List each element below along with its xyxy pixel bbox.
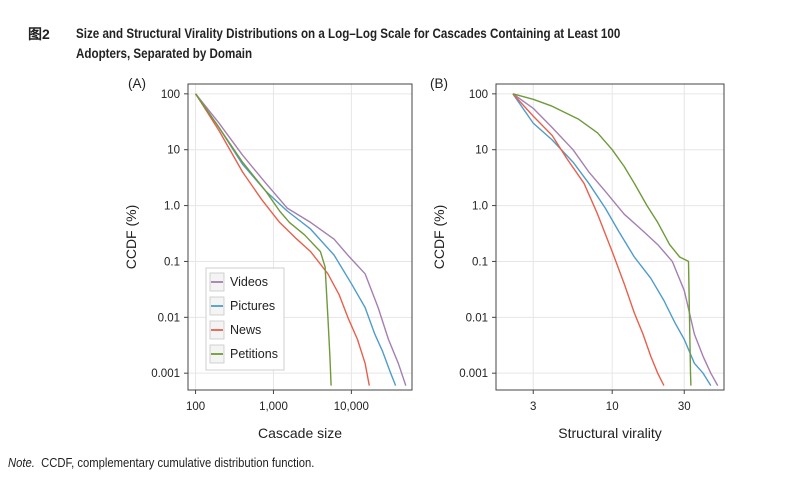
series-line-news [512, 93, 665, 386]
x-axis-label: Cascade size [258, 425, 342, 441]
y-axis-label: CCDF (%) [123, 205, 139, 270]
plot-area [496, 84, 724, 390]
series-line-videos [195, 93, 407, 386]
plot-frame [495, 83, 725, 391]
series-line-pictures [195, 93, 397, 386]
series-line-petitions [512, 93, 692, 386]
chart-panel-a: 100 10 1.0 0.1 0.01 0.001 100 1,000 10,000 Cascad… [123, 76, 413, 441]
y-tick-label: 0.001 [459, 368, 488, 380]
panel-label: (A) [128, 76, 146, 91]
x-tick-label: 100 [186, 401, 205, 413]
x-tick-label: 3 [530, 401, 536, 413]
x-tick-label: 10 [606, 401, 619, 413]
x-axis-label: Structural virality [558, 425, 661, 441]
y-tick-label: 1.0 [472, 201, 488, 213]
x-tick-label: 30 [678, 401, 691, 413]
figure-note: Note. CCDF, complementary cumulative dis… [8, 456, 314, 470]
y-tick-label: 100 [161, 89, 180, 101]
legend-label-pictures: Pictures [230, 299, 275, 313]
y-tick-label: 10 [167, 145, 180, 157]
y-tick-label: 0.01 [158, 312, 180, 324]
legend-label-news: News [230, 323, 261, 337]
y-tick-label: 0.1 [472, 256, 488, 268]
plot-frame [187, 83, 413, 391]
figure-label: 图2 [28, 26, 50, 42]
legend-label-petitions: Petitions [230, 347, 278, 361]
panel-label: (B) [430, 76, 448, 91]
y-tick-label: 10 [475, 145, 488, 157]
y-tick-label: 1.0 [164, 201, 180, 213]
series-line-videos [512, 93, 719, 386]
chart-panel-b: 100 10 1.0 0.1 0.01 0.001 3 10 30 Structural vira… [430, 76, 725, 441]
y-tick-label: 0.01 [466, 312, 488, 324]
x-tick-label: 1,000 [259, 401, 288, 413]
legend-label-videos: Videos [230, 275, 268, 289]
note-prefix: Note. [8, 456, 35, 470]
note-text: CCDF, complementary cumulative distribut… [41, 456, 315, 470]
y-axis-label: CCDF (%) [431, 205, 447, 270]
y-tick-label: 0.1 [164, 256, 180, 268]
x-tick-label: 10,000 [334, 401, 369, 413]
y-tick-label: 0.001 [151, 368, 180, 380]
series-line-petitions [195, 93, 332, 386]
series-line-news [195, 93, 370, 386]
figure-title: Size and Structural Virality Distributio… [76, 26, 621, 61]
y-tick-label: 100 [469, 89, 488, 101]
